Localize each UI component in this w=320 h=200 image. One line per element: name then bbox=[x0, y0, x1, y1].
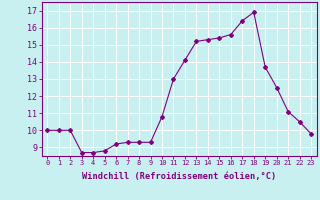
X-axis label: Windchill (Refroidissement éolien,°C): Windchill (Refroidissement éolien,°C) bbox=[82, 172, 276, 181]
